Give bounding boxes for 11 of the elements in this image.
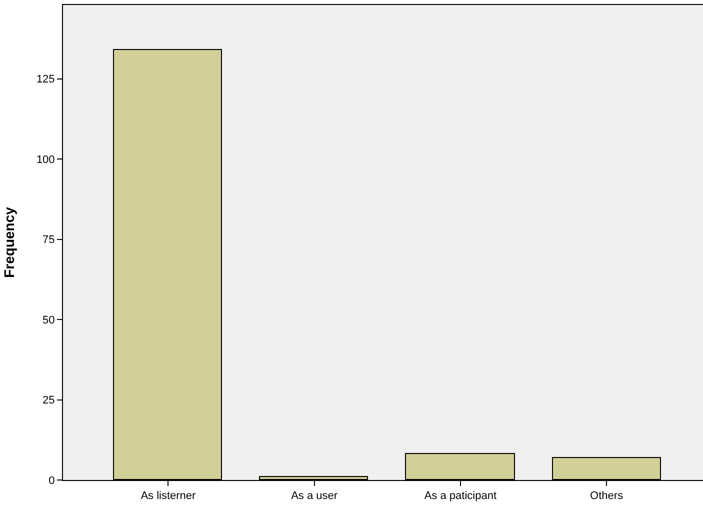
x-tick-label: As a user: [291, 490, 338, 502]
y-tick-label: 0: [48, 474, 55, 487]
y-tick-label: 75: [42, 234, 55, 246]
y-tick-label: 25: [42, 394, 55, 407]
x-tick-label: Others: [590, 490, 624, 502]
x-tick-label: As listerner: [140, 490, 196, 502]
x-tick-label: As a paticipant: [424, 490, 497, 502]
y-tick-label: 50: [42, 314, 55, 326]
y-tick-label: 125: [36, 74, 55, 86]
y-axis-title: Frequency: [1, 206, 18, 278]
y-tick-label: 100: [36, 154, 55, 166]
